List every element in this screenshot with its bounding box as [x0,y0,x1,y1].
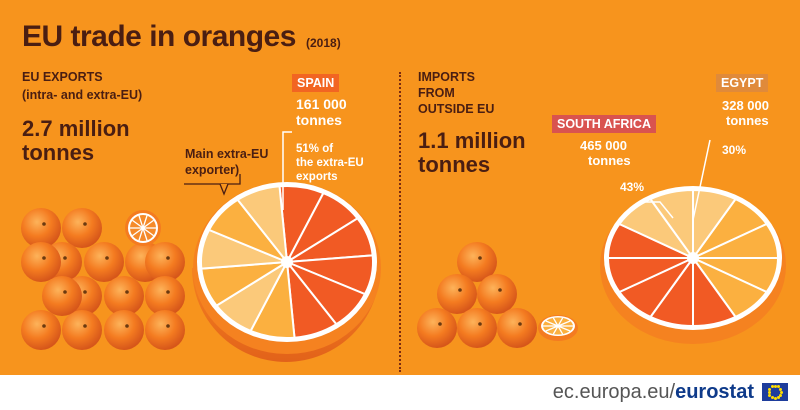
south-africa-share: 43% [620,180,645,194]
callout-line2: exporter) [185,163,240,177]
eu-flag-star-icon [768,387,772,391]
pie-slice-other [692,188,738,262]
footer-url[interactable]: ec.europa.eu/eurostat [553,381,754,404]
illustration-layer [21,131,786,362]
orange-pile-right [417,242,537,348]
eu-flag-star-icon [778,393,782,397]
eu-flag-star-icon [770,385,774,389]
orange-fruit-icon [62,208,102,248]
infographic-canvas: EU trade in oranges (2018) [0,0,800,375]
eu-flag-star-icon [779,390,783,394]
imports-total-line2: tonnes [418,152,491,177]
exports-total-line1: 2.7 million [22,116,130,141]
footer-url-prefix: ec.europa.eu/ [552,381,676,403]
orange-fruit-icon [497,308,537,348]
orange-fruit-icon [21,208,61,248]
spain-tag: SPAIN [292,74,340,92]
egypt-tag: EGYPT [716,74,769,92]
exports-total-line2: tonnes [22,140,95,165]
page-title: EU trade in oranges [22,20,296,53]
exports-heading-line1: EU EXPORTS [22,70,103,84]
orange-fruit-icon [104,276,144,316]
small-orange-slice-left-icon [125,210,161,246]
eu-flag-star-icon [776,395,780,399]
spain-leader-line [282,131,292,210]
eu-flag-star-icon [770,395,774,399]
callout-bracket [184,174,241,185]
spain-share-line2: the extra-EU [296,157,364,169]
eu-flag-star-icon [773,384,777,388]
egypt-leader-line [692,139,711,221]
eu-flag-star-icon [773,396,777,400]
orange-fruit-icon [145,310,185,350]
egypt-amount-line2: tonnes [726,113,769,128]
orange-fruit-icon [417,308,457,348]
orange-fruit-icon [42,276,82,316]
orange-fruit-icon [84,242,124,282]
south-africa-amount-line1: 465 000 [580,138,627,153]
orange-fruit-icon [477,274,517,314]
import-orange-half-chart [600,186,786,344]
south-africa-tag: SOUTH AFRICA [552,115,656,133]
imports-total-line1: 1.1 million [418,128,526,153]
orange-fruit-icon [62,310,102,350]
orange-fruit-icon [21,242,61,282]
imports-heading-line2: FROM [418,86,455,100]
footer: ec.europa.eu/eurostat [0,375,800,410]
orange-pile-left [21,208,185,350]
pie-slice-other [236,185,289,266]
orange-fruit-icon [145,242,185,282]
section-divider [399,72,401,372]
year-label: (2018) [306,36,341,50]
footer-url-brand: eurostat [675,381,754,403]
leader-lines [282,131,711,221]
orange-fruit-icon [457,242,497,282]
spain-share-line1: 51% of [296,143,334,155]
callout-pointer [219,183,229,196]
eu-flag-star-icon [778,387,782,391]
egypt-amount-line1: 328 000 [722,98,769,113]
south-africa-leader-line [640,201,674,219]
export-orange-half-chart [192,182,381,362]
callout-line1: Main extra-EU [185,147,269,161]
exports-heading-line2: (intra- and extra-EU) [22,88,143,102]
eu-flag-star-icon [767,390,771,394]
egypt-share: 30% [722,143,747,157]
spain-amount-line2: tonnes [296,112,342,128]
eu-flag-icon [762,383,788,401]
orange-fruit-icon [21,310,61,350]
imports-heading-line3: OUTSIDE EU [418,102,495,116]
spain-share-line3: exports [296,171,338,183]
eu-flag-star-icon [776,385,780,389]
south-africa-amount-line2: tonnes [588,153,631,168]
orange-fruit-icon [437,274,477,314]
eu-flag-star-icon [768,393,772,397]
orange-fruit-icon [104,310,144,350]
small-orange-slice-right-icon [538,315,578,341]
orange-fruit-icon [145,276,185,316]
orange-fruit-icon [457,308,497,348]
imports-heading-line1: IMPORTS [418,70,475,84]
spain-amount-line1: 161 000 [296,96,347,112]
